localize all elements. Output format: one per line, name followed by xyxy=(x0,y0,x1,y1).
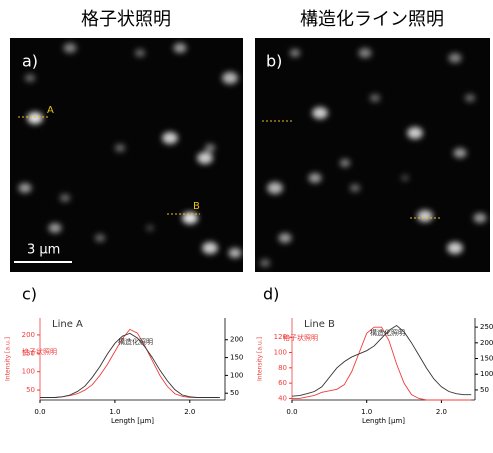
x-tick-label: 1.0 xyxy=(109,408,120,416)
line-label: A xyxy=(47,105,54,116)
y-axis-label: Intensity [a.u.] xyxy=(5,337,12,381)
x-tick-label: 0.0 xyxy=(286,408,297,416)
panel-label: a) xyxy=(22,52,38,71)
spot xyxy=(447,242,463,254)
spot xyxy=(449,53,462,63)
series-label: 構造化照明 xyxy=(118,337,153,346)
spot xyxy=(309,173,322,183)
x-axis-label: Length [µm] xyxy=(362,417,405,425)
x-tick-label: 2.0 xyxy=(436,408,447,416)
x-tick-label: 2.0 xyxy=(184,408,195,416)
heading: 格子状照明 xyxy=(81,9,171,30)
y2-tick-label: 100 xyxy=(480,370,493,378)
spot xyxy=(64,43,77,53)
spot xyxy=(146,225,154,231)
spot xyxy=(205,144,215,152)
y2-tick-label: 150 xyxy=(230,354,243,362)
y2-tick-label: 50 xyxy=(480,386,489,394)
series-label: 格子状照明 xyxy=(283,333,318,342)
panel-label: d) xyxy=(263,285,279,304)
y2-tick-label: 200 xyxy=(230,336,243,344)
spot xyxy=(340,159,350,167)
spot xyxy=(229,248,242,258)
spot xyxy=(27,112,43,124)
spot xyxy=(19,183,32,193)
panel-label: b) xyxy=(266,52,282,71)
spot xyxy=(407,127,423,139)
y-tick-label: 50 xyxy=(26,386,35,394)
y-tick-label: 200 xyxy=(22,331,35,339)
spot xyxy=(174,43,187,53)
spot xyxy=(49,223,62,233)
spot xyxy=(359,48,372,58)
x-tick-label: 1.0 xyxy=(361,408,372,416)
spot xyxy=(417,210,433,222)
spot xyxy=(135,49,145,57)
line-label: B xyxy=(193,201,200,212)
chart-title: Line B xyxy=(304,319,335,330)
y-tick-label: 100 xyxy=(274,348,287,356)
spot xyxy=(465,94,475,102)
spot xyxy=(290,49,300,57)
panel-label: c) xyxy=(22,285,37,304)
spot xyxy=(474,213,487,223)
spot xyxy=(197,152,213,164)
series-label: 格子状照明 xyxy=(22,347,57,356)
spot xyxy=(279,233,292,243)
heading: 構造化ライン照明 xyxy=(300,9,444,30)
spot xyxy=(162,132,178,144)
y2-tick-label: 150 xyxy=(480,355,493,363)
y-tick-label: 40 xyxy=(278,394,287,402)
series-label: 構造化照明 xyxy=(370,328,405,337)
spot xyxy=(267,182,283,194)
y-tick-label: 80 xyxy=(278,364,287,372)
y-tick-label: 100 xyxy=(22,368,35,376)
spot xyxy=(115,144,125,152)
x-axis-label: Length [µm] xyxy=(111,417,154,425)
spot xyxy=(312,107,328,119)
spot xyxy=(370,94,380,102)
y2-tick-label: 250 xyxy=(480,323,493,331)
spot xyxy=(60,194,70,202)
y-axis-label: Intensity [a.u.] xyxy=(257,337,264,381)
scale-label: 3 µm xyxy=(27,243,60,258)
spot xyxy=(222,72,238,84)
chart-title: Line A xyxy=(52,319,83,330)
spot xyxy=(454,148,467,158)
spot xyxy=(350,184,360,192)
spot xyxy=(260,259,270,267)
y2-tick-label: 100 xyxy=(230,371,243,379)
x-tick-label: 0.0 xyxy=(34,408,45,416)
y2-tick-label: 200 xyxy=(480,339,493,347)
figure: 格子状照明 構造化ライン照明 a) b) A B 3 µm c) d) 0.0 1… xyxy=(0,0,493,453)
y-tick-label: 60 xyxy=(278,379,287,387)
spot xyxy=(95,234,105,242)
spot xyxy=(202,242,218,254)
spot xyxy=(25,74,35,82)
spot xyxy=(401,175,409,181)
y2-tick-label: 50 xyxy=(230,389,239,397)
